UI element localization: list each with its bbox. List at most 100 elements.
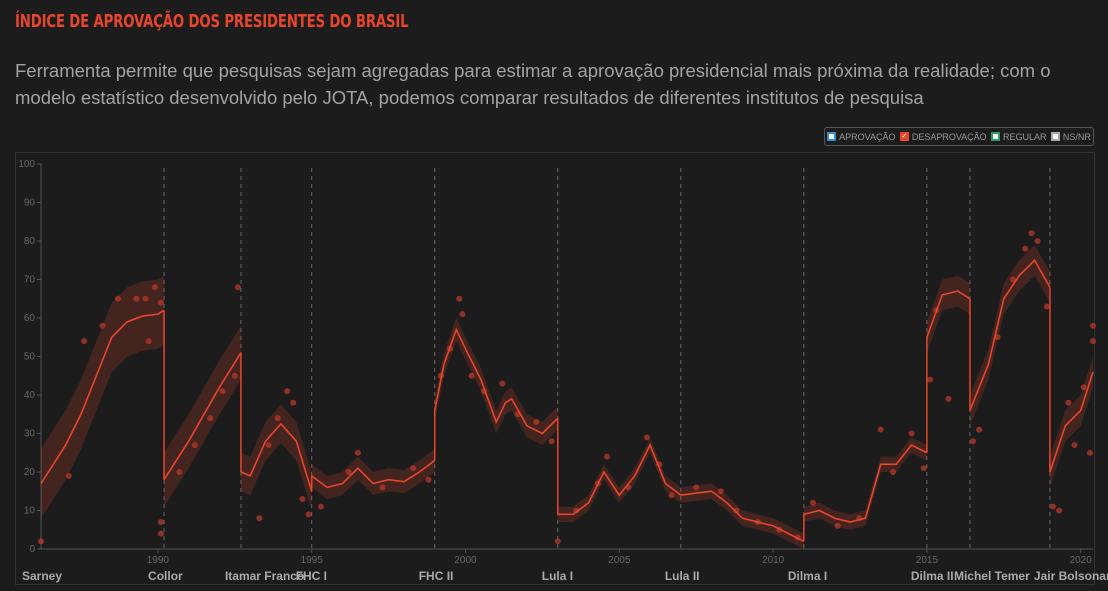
poll-point [468, 372, 475, 379]
president-label: Lula II [665, 569, 700, 583]
legend-item-regular[interactable]: REGULAR [991, 132, 1047, 142]
poll-point [176, 469, 183, 475]
poll-point [554, 538, 561, 545]
y-tick-label: 50 [24, 352, 36, 363]
legend-item-aprovacao[interactable]: APROVAÇÃO [827, 131, 896, 142]
president-label: FHC I [296, 569, 327, 583]
poll-point [157, 519, 164, 526]
series-line [926, 290, 971, 338]
poll-point [1065, 399, 1072, 406]
president-label: FHC II [419, 569, 454, 583]
series-line [311, 459, 436, 489]
poll-point [1090, 322, 1096, 329]
poll-point [191, 442, 198, 449]
x-tick-label: 2020 [1070, 555, 1093, 566]
poll-point [207, 415, 214, 422]
legend-label: REGULAR [1003, 131, 1047, 142]
poll-point [1090, 338, 1096, 345]
poll-point [284, 388, 291, 395]
y-tick-label: 100 [18, 159, 35, 170]
poll-point [425, 476, 432, 483]
poll-point [890, 469, 897, 475]
y-tick-label: 0 [29, 544, 35, 555]
president-label: Sarney [22, 569, 62, 583]
poll-point [1056, 507, 1063, 514]
poll-point [157, 299, 164, 306]
checked-checkbox-icon[interactable]: ✓ [899, 132, 909, 141]
x-tick-label: 2000 [454, 555, 477, 566]
poll-point [142, 295, 149, 302]
series-line [1049, 371, 1094, 473]
x-tick-label: 1990 [147, 555, 170, 566]
checkbox-icon[interactable] [1050, 132, 1060, 141]
confidence-band [969, 244, 1050, 426]
poll-point [459, 311, 466, 318]
confidence-band [311, 448, 435, 499]
poll-point [1022, 245, 1029, 252]
confidence-band [926, 275, 970, 353]
y-tick-label: 60 [24, 313, 36, 324]
series-line [803, 444, 928, 523]
president-label: Collor [148, 569, 183, 583]
y-tick-label: 30 [24, 429, 36, 440]
series-line [40, 309, 165, 484]
confidence-band [41, 275, 165, 519]
legend: APROVAÇÃO ✓ DESAPROVAÇÃO REGULAR NS/NR [824, 127, 1094, 146]
poll-point [456, 295, 463, 302]
series-line [433, 327, 559, 435]
legend-item-desaprovacao[interactable]: ✓ DESAPROVAÇÃO [899, 132, 987, 142]
president-label: Dilma I [788, 569, 827, 583]
y-tick-label: 40 [24, 390, 36, 401]
poll-point [1028, 230, 1035, 237]
poll-point [114, 295, 121, 302]
poll-point [1080, 384, 1087, 391]
confidence-band [1049, 356, 1093, 488]
y-tick-label: 80 [24, 236, 36, 247]
president-label: Itamar Franco [225, 569, 304, 583]
poll-point [354, 449, 361, 456]
president-label: Jair Bolsonaro [1034, 569, 1108, 583]
poll-point [81, 338, 88, 345]
poll-point [573, 507, 580, 514]
poll-point [994, 334, 1001, 341]
poll-point [151, 284, 158, 291]
poll-point [265, 442, 272, 449]
poll-point [274, 415, 281, 422]
poll-point [603, 453, 610, 460]
y-tick-label: 20 [24, 467, 36, 478]
poll-point [1034, 238, 1041, 244]
poll-point [290, 399, 297, 406]
poll-point [877, 426, 884, 433]
poll-point [145, 338, 152, 345]
poll-point [926, 376, 933, 383]
series-line [240, 422, 313, 492]
legend-item-nsnr[interactable]: NS/NR [1050, 131, 1091, 142]
legend-label: APROVAÇÃO [839, 131, 896, 142]
poll-point [231, 372, 238, 379]
poll-point [38, 538, 44, 545]
poll-point [668, 492, 675, 499]
page-title: ÍNDICE DE APROVAÇÃO DOS PRESIDENTES DO B… [15, 11, 409, 32]
series-line [680, 490, 805, 543]
poll-point [299, 495, 306, 502]
x-tick-label: 1995 [301, 555, 324, 566]
poll-point [908, 430, 915, 437]
poll-point [1050, 503, 1057, 510]
y-tick-label: 10 [24, 506, 36, 517]
poll-point [157, 530, 164, 537]
poll-point [305, 511, 312, 518]
checkbox-icon[interactable] [827, 132, 837, 141]
poll-point [99, 322, 106, 329]
legend-label: NS/NR [1062, 131, 1091, 142]
x-tick-label: 2015 [916, 555, 939, 566]
checkbox-icon[interactable] [991, 132, 1000, 141]
x-tick-label: 2010 [762, 555, 785, 566]
poll-point [256, 515, 263, 522]
chart-frame [15, 152, 1095, 585]
x-tick-label: 2005 [608, 555, 631, 566]
poll-point [945, 395, 952, 402]
president-label: Lula I [542, 569, 573, 583]
poll-point [317, 503, 324, 510]
poll-point [1071, 442, 1078, 449]
